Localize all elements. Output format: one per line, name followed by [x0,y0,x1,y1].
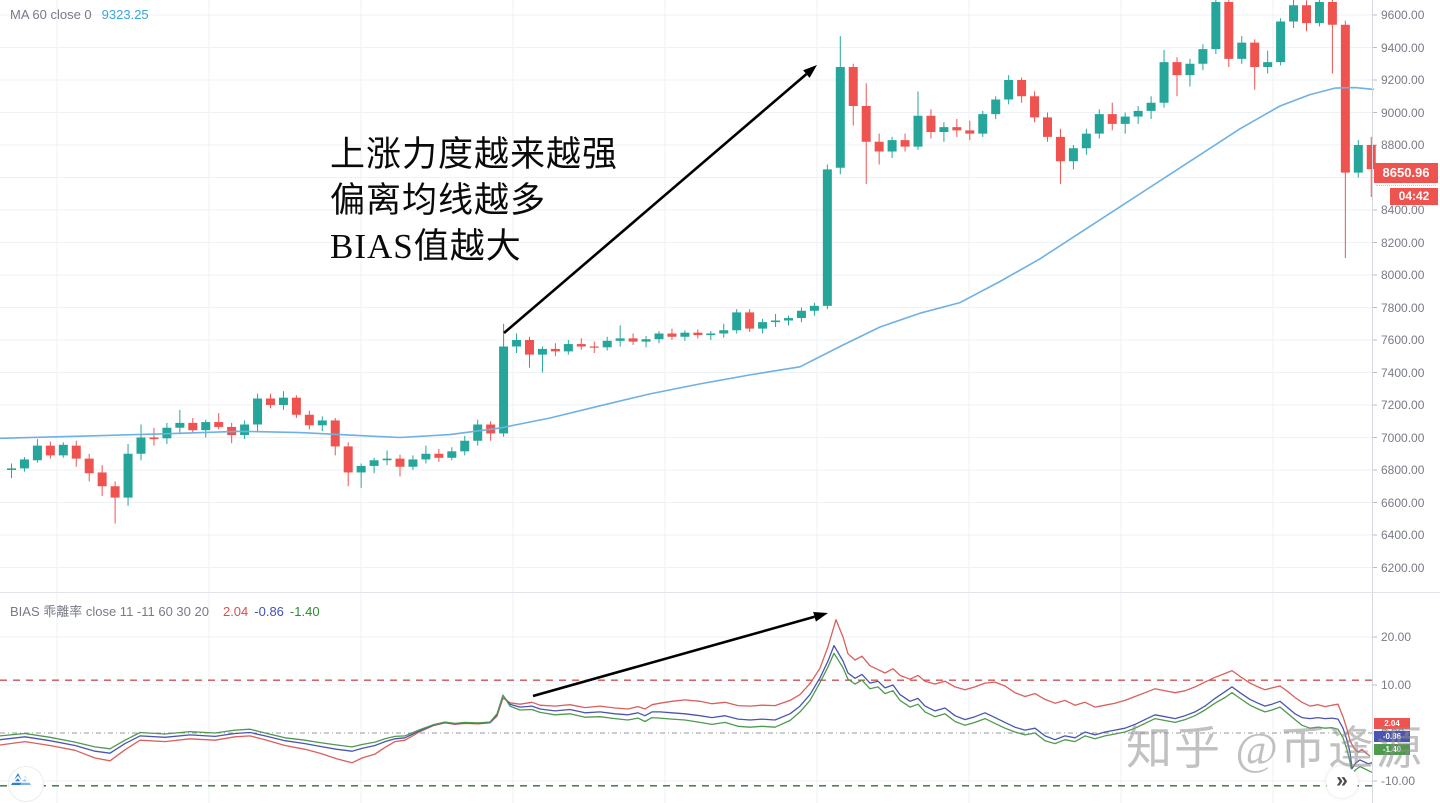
bias-legend-label: BIAS 乖離率 close 11 -11 60 30 20 [10,604,209,619]
price-tick-label: 9000.00 [1381,106,1425,120]
price-tick-label: 6600.00 [1381,496,1425,510]
bias-value-3: -1.40 [289,604,320,619]
price-tick-label: 7000.00 [1381,431,1425,445]
price-tick-label: 7800.00 [1381,301,1425,315]
bias-tick-label: 20.00 [1381,630,1412,644]
price-tick-label: 6200.00 [1381,561,1425,575]
price-tick-label: 8400.00 [1381,203,1425,217]
ma-legend-label: MA 60 close 0 [10,7,92,22]
price-tick-label: 8800.00 [1381,138,1425,152]
price-tick-label: 6800.00 [1381,463,1425,477]
bias-tick-label: -10.00 [1381,774,1416,788]
price-tick-label: 7200.00 [1381,398,1425,412]
zhihu-watermark: 知乎 @币逢源 [1126,723,1424,774]
bias-value-2: -0.86 [254,604,284,619]
main-price-chart[interactable] [0,0,1378,592]
annotation-line-3: BIAS值越大 [330,227,522,266]
price-tick-label: 8200.00 [1381,236,1425,250]
price-tick-label: 6400.00 [1381,528,1425,542]
annotation-line-2: 偏离均线越多 [330,181,547,220]
price-tick-label: 7600.00 [1381,333,1425,347]
double-chevron-right-icon: » [1336,769,1348,792]
bias-indicator-chart[interactable] [0,593,1378,803]
price-label-dotted-line [1376,185,1436,186]
bias-current-value-tag: -1.40 [1374,744,1410,755]
price-tick-label: 9200.00 [1381,73,1425,87]
ma-legend-value: 9323.25 [101,7,149,22]
price-tick-label: 8000.00 [1381,268,1425,282]
bias-indicator-legend[interactable]: BIAS 乖離率 close 11 -11 60 30 20 2.04 -0.86-… [10,601,326,620]
price-axis-border [1372,0,1373,803]
price-tick-label: 9400.00 [1381,41,1425,55]
mountain-chart-icon [11,773,31,785]
restore-panes-button[interactable]: » [1326,766,1358,798]
bias-current-value-tag: 2.04 [1374,718,1410,729]
last-price-label: 8650.96 [1374,163,1438,183]
price-tick-label: 7400.00 [1381,366,1425,380]
chart-annotation-text: 上涨力度越来越强 偏离均线越多 BIAS值越大 [330,132,618,270]
price-tick-label: 9600.00 [1381,8,1425,22]
bias-value-1: 2.04 [222,604,249,619]
bar-countdown-timer: 04:42 [1390,188,1438,205]
bias-tick-label: 10.00 [1381,678,1412,692]
ma-indicator-legend[interactable]: MA 60 close 0 9323.25 [10,7,149,22]
annotation-line-1: 上涨力度越来越强 [330,135,619,174]
exchange-logo-badge [8,766,44,802]
bias-current-value-tag: -0.86 [1374,731,1410,742]
panel-separator[interactable] [0,592,1440,593]
